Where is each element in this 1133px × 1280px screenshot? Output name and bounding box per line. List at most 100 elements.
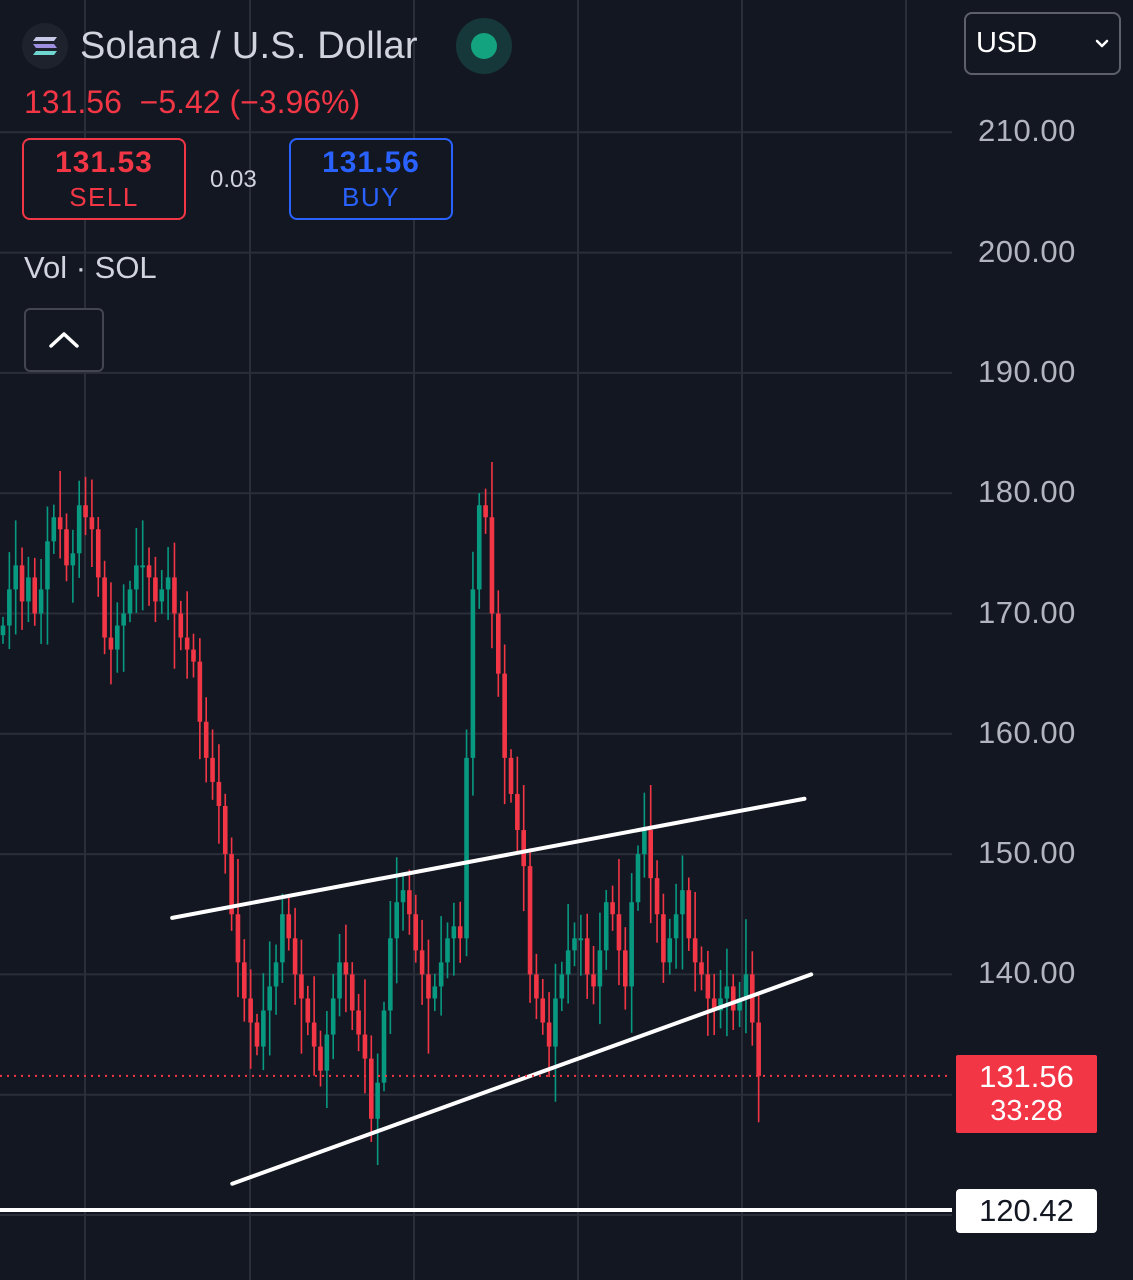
candle-body <box>489 517 495 614</box>
price-axis-label: 170.00 <box>978 594 1076 630</box>
candle-body <box>559 974 565 999</box>
candle-body <box>642 830 647 855</box>
candle-body <box>610 902 615 915</box>
buy-price: 131.56 <box>322 145 420 179</box>
candle-body <box>591 974 596 987</box>
symbol-title[interactable]: Solana / U.S. Dollar <box>80 24 418 67</box>
price-axis-label: 150.00 <box>978 835 1076 871</box>
candle-body <box>235 914 241 963</box>
candle-body <box>584 938 590 975</box>
candle-body <box>19 565 25 602</box>
candle-body <box>191 649 196 662</box>
candle-body <box>673 914 679 939</box>
candle-body <box>248 998 253 1023</box>
candle-body <box>419 950 425 975</box>
candle-body <box>222 805 228 855</box>
candle-body <box>64 529 69 566</box>
horizontal-line-price-tag[interactable]: 120.42 <box>956 1189 1097 1233</box>
candle-body <box>140 565 145 568</box>
candle-body <box>203 721 209 758</box>
candle-body <box>737 998 742 1011</box>
candle-body <box>502 673 507 758</box>
candlestick-series <box>0 462 761 1166</box>
buy-button[interactable]: 131.56 BUY <box>289 138 453 220</box>
collapse-indicators-button[interactable] <box>24 308 104 372</box>
candle-body <box>375 1082 380 1119</box>
candle-body <box>496 613 501 674</box>
candle-body <box>159 589 165 602</box>
price-change-percent: (−3.96%) <box>229 84 361 120</box>
sell-price: 131.53 <box>55 145 153 179</box>
candle-body <box>527 866 533 975</box>
candle-body <box>667 938 673 963</box>
candle-body <box>242 962 247 999</box>
volume-indicator-label[interactable]: Vol · SOL <box>24 250 157 285</box>
price-change-line: 131.56 −5.42 (−3.96%) <box>24 84 360 121</box>
candle-body <box>432 986 438 999</box>
candle-body <box>718 998 723 1011</box>
candle-body <box>349 974 355 1011</box>
candle-body <box>76 505 82 554</box>
candle-body <box>38 589 44 614</box>
candle-body <box>470 589 476 758</box>
candle-body <box>686 890 692 939</box>
price-axis-label: 190.00 <box>978 353 1076 389</box>
candle-body <box>648 830 653 879</box>
candle-body <box>483 505 488 518</box>
candle-body <box>115 625 120 650</box>
price-axis-label: 160.00 <box>978 714 1076 750</box>
candle-body <box>750 974 755 1023</box>
chart-drawings <box>0 796 952 1212</box>
candle-body <box>756 1022 761 1076</box>
candle-body <box>578 938 584 941</box>
buy-label: BUY <box>342 181 400 212</box>
symbol-header: Solana / U.S. Dollar <box>22 18 512 74</box>
candle-body <box>699 962 704 975</box>
candle-body <box>413 914 419 951</box>
candle-body <box>515 793 520 831</box>
spread-value: 0.03 <box>210 166 257 193</box>
candle-body <box>108 637 114 650</box>
sell-button[interactable]: 131.53 SELL <box>22 138 186 220</box>
candle-body <box>13 565 18 590</box>
price-axis-label: 200.00 <box>978 233 1076 269</box>
candle-body <box>546 1022 552 1047</box>
candle-body <box>197 661 203 722</box>
candle-body <box>521 830 526 867</box>
candle-body <box>127 589 133 614</box>
candle-body <box>216 781 222 806</box>
candle-body <box>229 854 234 915</box>
solana-logo-icon <box>22 23 68 69</box>
candle-body <box>134 565 139 590</box>
market-open-dot-icon[interactable] <box>455 18 512 74</box>
candle-body <box>553 998 558 1047</box>
candle-body <box>324 1034 330 1071</box>
candle-body <box>45 541 50 590</box>
candle-body <box>476 505 482 590</box>
candle-body <box>381 1010 387 1083</box>
candle-body <box>680 890 685 915</box>
candle-body <box>616 914 622 951</box>
candle-body <box>178 613 184 638</box>
candle-body <box>299 974 304 999</box>
bar-countdown: 33:28 <box>990 1095 1063 1127</box>
candle-body <box>743 974 749 999</box>
candle-body <box>305 998 311 1023</box>
candle-body <box>362 1034 368 1059</box>
candle-body <box>89 517 95 530</box>
price-axis-label: 210.00 <box>978 113 1076 149</box>
last-price: 131.56 <box>24 84 122 120</box>
candle-body <box>172 577 177 614</box>
candle-body <box>267 986 272 1011</box>
candle-body <box>83 505 88 518</box>
candle-body <box>280 914 285 963</box>
candle-body <box>254 1022 260 1047</box>
candle-body <box>369 1058 374 1119</box>
last-price-tag: 131.56 33:28 <box>956 1055 1097 1133</box>
candle-body <box>400 890 406 903</box>
candle-body <box>711 998 717 1011</box>
currency-select[interactable]: USD <box>964 12 1121 75</box>
candle-body <box>572 938 577 951</box>
candle-body <box>51 517 57 542</box>
